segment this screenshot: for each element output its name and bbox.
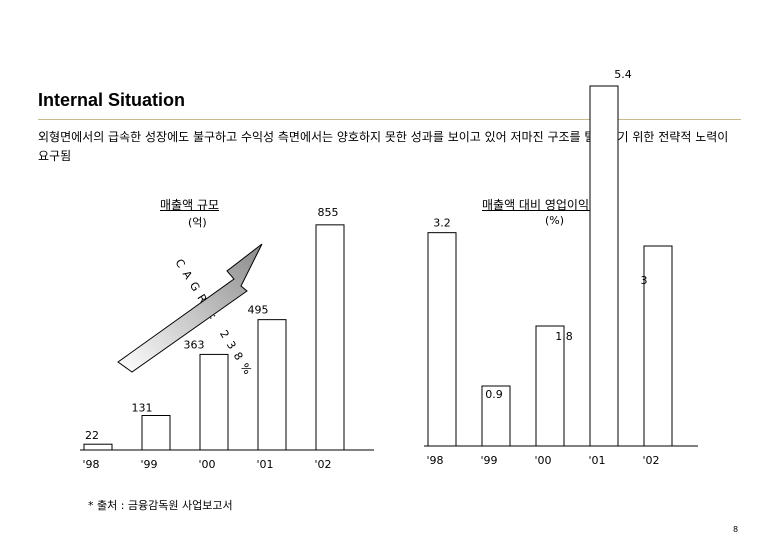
bar-4 [643,245,673,447]
tick-label-1: '99 [480,454,497,467]
page-subtitle: 외형면에서의 급속한 성장에도 불구하고 수익성 측면에서는 양호하지 못한 성… [38,130,729,163]
data-label-1: 131 [132,402,153,415]
data-label-0: 3.2 [433,217,451,230]
tick-label-2: '00 [198,458,215,471]
data-label-2: 1.8 [555,330,573,343]
data-label-4: 855 [318,206,339,219]
page-number: 8 [733,525,739,534]
revenue-chart-unit: (억) [188,216,207,229]
bar-2 [199,353,229,451]
bar-2 [535,325,565,447]
margin-bar-chart: 3.2 '98 0.9 '99 1.8 '00 5.4 '01 3 '02 [424,68,698,467]
data-label-3: 5.4 [614,68,632,81]
growth-arrow: CAGR : 238% [117,243,263,382]
margin-chart-unit: (%) [545,214,565,227]
data-label-2: 363 [184,338,205,351]
revenue-chart-title: 매출액 규모 [160,198,220,212]
page-title: Internal Situation [38,90,186,110]
tick-label-0: '98 [82,458,99,471]
bar-3 [589,85,619,447]
tick-label-0: '98 [426,454,443,467]
revenue-bar-chart: 22 '98 131 '99 363 '00 495 '01 855 '02 [80,206,374,471]
bar-0 [83,443,113,451]
tick-label-4: '02 [642,454,659,467]
bar-4 [315,224,345,451]
data-label-4: 3 [641,274,648,287]
tick-label-3: '01 [256,458,273,471]
bar-0 [427,232,457,447]
tick-label-2: '00 [534,454,551,467]
tick-label-3: '01 [588,454,605,467]
data-label-0: 22 [85,429,99,442]
growth-arrow-shape [117,243,263,373]
tick-label-4: '02 [314,458,331,471]
tick-label-1: '99 [140,458,157,471]
bar-3 [257,319,287,451]
margin-chart-title: 매출액 대비 영업이익률 [482,198,601,212]
title-divider [38,119,741,120]
data-label-3: 495 [248,304,269,317]
bar-1 [481,385,511,447]
source-note: * 출처 : 금융감독원 사업보고서 [88,499,233,512]
data-label-1: 0.9 [485,388,503,401]
bar-1 [141,415,171,451]
